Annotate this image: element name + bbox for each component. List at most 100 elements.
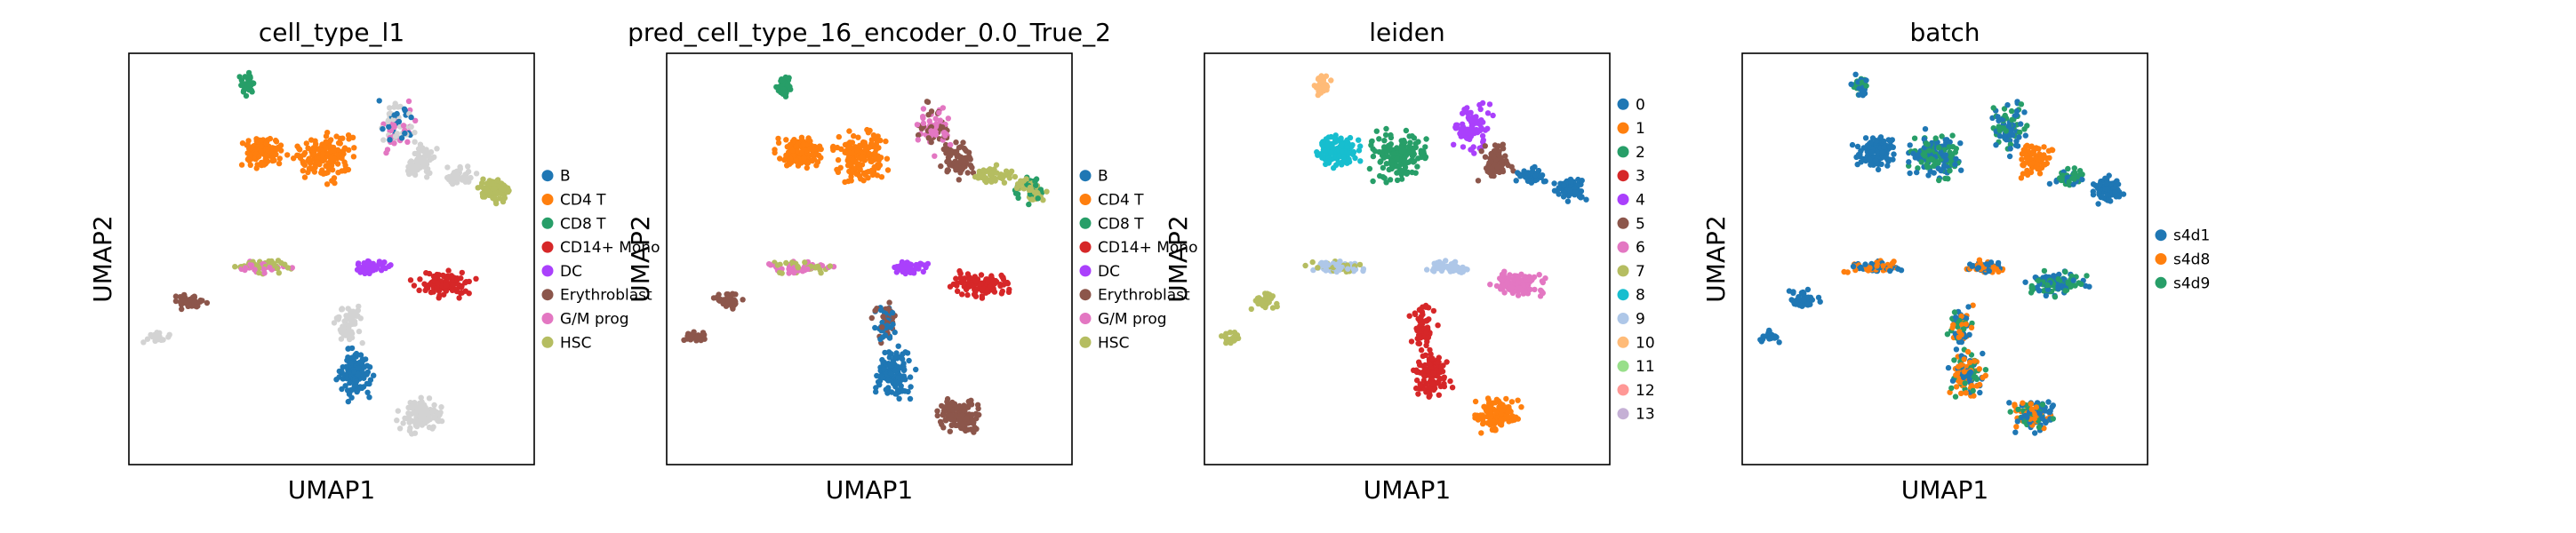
scatter-point xyxy=(364,362,371,369)
scatter-point xyxy=(1398,176,1405,182)
scatter-point xyxy=(846,139,853,146)
scatter-point xyxy=(873,388,879,395)
scatter-point xyxy=(2019,156,2025,163)
scatter-point xyxy=(1502,153,1508,159)
x-axis-label: UMAP1 xyxy=(1364,475,1452,505)
scatter-point xyxy=(1962,380,1968,386)
scatter-point xyxy=(960,139,966,146)
scatter-point xyxy=(1451,264,1457,270)
scatter-point xyxy=(427,416,434,423)
scatter-point xyxy=(1418,346,1425,354)
scatter-point xyxy=(779,270,785,276)
legend-marker xyxy=(1617,241,1629,253)
scatter-point xyxy=(1926,147,1932,154)
scatter-point xyxy=(932,153,938,159)
scatter-point xyxy=(876,157,882,163)
scatter-point xyxy=(1952,314,1959,321)
scatter-point xyxy=(243,92,250,99)
scatter-point xyxy=(1381,175,1388,181)
scatter-point xyxy=(1809,297,1816,303)
scatter-point xyxy=(1478,148,1484,155)
scatter-point xyxy=(1943,156,1949,163)
scatter-point xyxy=(1408,338,1415,345)
scatter-point xyxy=(2007,141,2014,147)
legend-marker xyxy=(541,336,554,348)
scatter-point xyxy=(422,420,428,426)
scatter-point xyxy=(960,421,966,428)
scatter-point xyxy=(1564,198,1572,204)
scatter-point xyxy=(260,161,267,168)
scatter-point xyxy=(964,415,970,422)
scatter-point xyxy=(1427,346,1433,354)
scatter-point xyxy=(1862,261,1868,267)
scatter-point xyxy=(412,117,419,123)
scatter-point xyxy=(407,159,413,166)
scatter-point xyxy=(273,151,279,157)
scatter-point xyxy=(1911,135,1918,141)
scatter-point xyxy=(480,176,486,182)
scatter-point xyxy=(1336,266,1343,273)
scatter-point xyxy=(276,270,282,276)
scatter-point xyxy=(1464,135,1471,141)
scatter-point xyxy=(1480,414,1487,420)
scatter-point xyxy=(495,177,501,183)
scatter-point xyxy=(775,139,782,146)
scatter-point xyxy=(899,356,906,362)
scatter-point xyxy=(846,128,852,134)
scatter-point xyxy=(351,145,357,151)
scatter-point xyxy=(244,76,251,82)
scatter-point xyxy=(419,399,425,405)
scatter-point xyxy=(2016,134,2022,140)
scatter-point xyxy=(1435,322,1441,329)
scatter-point xyxy=(1936,177,1942,184)
scatter-point xyxy=(795,265,802,271)
scatter-point xyxy=(400,123,407,129)
scatter-point xyxy=(953,160,959,167)
scatter-point xyxy=(942,417,948,423)
scatter-point xyxy=(701,336,708,342)
scatter-point xyxy=(1315,265,1321,271)
scatter-point xyxy=(1320,263,1327,269)
scatter-point xyxy=(740,297,746,303)
scatter-point xyxy=(1264,290,1271,297)
scatter-point xyxy=(1949,132,1956,139)
scatter-point xyxy=(1907,170,1913,177)
scatter-point xyxy=(989,170,996,176)
scatter-point xyxy=(2039,402,2046,408)
scatter-point xyxy=(866,150,873,157)
scatter-point xyxy=(294,143,300,149)
scatter-point xyxy=(1425,368,1432,375)
scatter-point xyxy=(432,274,439,280)
legend-marker xyxy=(1079,289,1092,301)
scatter-point xyxy=(2021,160,2028,167)
scatter-point xyxy=(1953,372,1959,378)
scatter-point xyxy=(814,159,821,165)
scatter-point xyxy=(306,156,313,163)
scatter-point xyxy=(2045,147,2052,154)
scatter-point xyxy=(956,177,963,183)
scatter-point xyxy=(857,142,863,148)
scatter-point xyxy=(199,298,205,304)
scatter-point xyxy=(2055,276,2061,282)
scatter-point xyxy=(1506,274,1513,281)
scatter-point xyxy=(865,169,872,175)
scatter-point xyxy=(1440,261,1446,267)
scatter-point xyxy=(459,269,465,276)
scatter-point xyxy=(353,350,360,357)
scatter-point xyxy=(1948,152,1956,158)
scatter-point xyxy=(273,147,279,153)
scatter-point xyxy=(363,356,369,362)
legend-label: 3 xyxy=(1636,168,1645,186)
scatter-point xyxy=(980,172,987,179)
scatter-point xyxy=(1420,321,1426,327)
scatter-point xyxy=(1410,159,1417,165)
scatter-point xyxy=(872,324,878,331)
legend-marker xyxy=(1079,265,1092,277)
scatter-point xyxy=(865,175,871,181)
scatter-point xyxy=(860,154,866,160)
scatter-point xyxy=(925,112,932,118)
scatter-point xyxy=(2021,109,2028,115)
scatter-point xyxy=(2095,201,2101,207)
legend-marker xyxy=(1617,217,1629,229)
scatter-point xyxy=(775,135,781,142)
